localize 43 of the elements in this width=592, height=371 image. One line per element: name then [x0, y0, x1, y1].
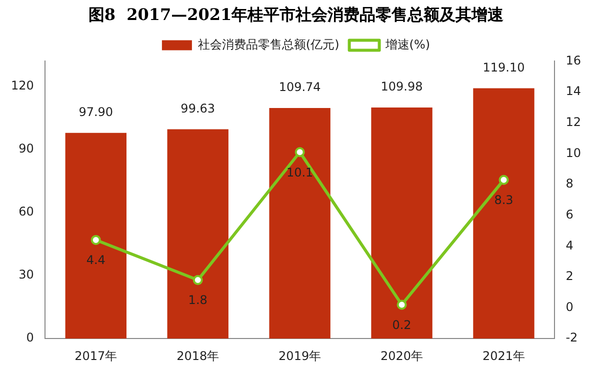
bar — [65, 132, 126, 339]
data-label: 8.3 — [494, 192, 514, 207]
y2-tick-label: 6 — [566, 207, 574, 222]
x-tick-label: 2020年 — [380, 348, 424, 363]
point — [498, 174, 509, 185]
y2-tick-label: 16 — [566, 53, 582, 68]
data-label: 4.4 — [86, 253, 106, 268]
y2-tick-label: 14 — [566, 84, 582, 98]
bar — [473, 88, 534, 339]
point — [192, 275, 203, 286]
x-tick-label: 2018年 — [176, 348, 220, 363]
y2-tick-label: 10 — [566, 146, 582, 160]
point — [396, 300, 407, 310]
bar — [371, 107, 432, 339]
y2-tick-label: 2 — [566, 269, 574, 284]
x-tick-label: 2017年 — [74, 348, 118, 363]
bar — [167, 129, 228, 339]
chart-title: 图8 2017—2021年桂平市社会消费品零售总额及其增速 — [88, 4, 505, 24]
x-tick-label: 2019年 — [278, 348, 322, 363]
y-tick-label: 30 — [18, 268, 34, 282]
data-label: 99.63 — [180, 101, 216, 116]
point — [90, 234, 101, 245]
data-label: 109.98 — [380, 80, 423, 94]
y-tick-label: 60 — [18, 204, 34, 219]
y-tick-label: 120 — [11, 78, 34, 93]
data-label: 97.90 — [78, 104, 114, 119]
y2-tick-label: 0 — [566, 300, 574, 314]
data-label: 10.1 — [286, 165, 314, 180]
legend-label: 增速(%) — [384, 37, 430, 52]
data-label: 0.2 — [392, 318, 412, 332]
data-label: 119.10 — [482, 60, 525, 74]
y-tick-label: 0 — [26, 330, 34, 345]
x-tick-label: 2021年 — [482, 348, 526, 363]
y2-tick-label: -2 — [566, 330, 578, 345]
point — [294, 147, 305, 158]
bar — [269, 108, 330, 339]
data-label: 109.74 — [278, 80, 321, 94]
y2-tick-label: 8 — [566, 176, 574, 191]
y-tick-label: 90 — [18, 142, 34, 156]
y2-tick-label: 12 — [566, 114, 582, 129]
y2-tick-label: 4 — [566, 238, 574, 252]
legend-label: 社会消费品零售总额(亿元) — [198, 37, 340, 52]
data-label: 1.8 — [188, 293, 208, 308]
